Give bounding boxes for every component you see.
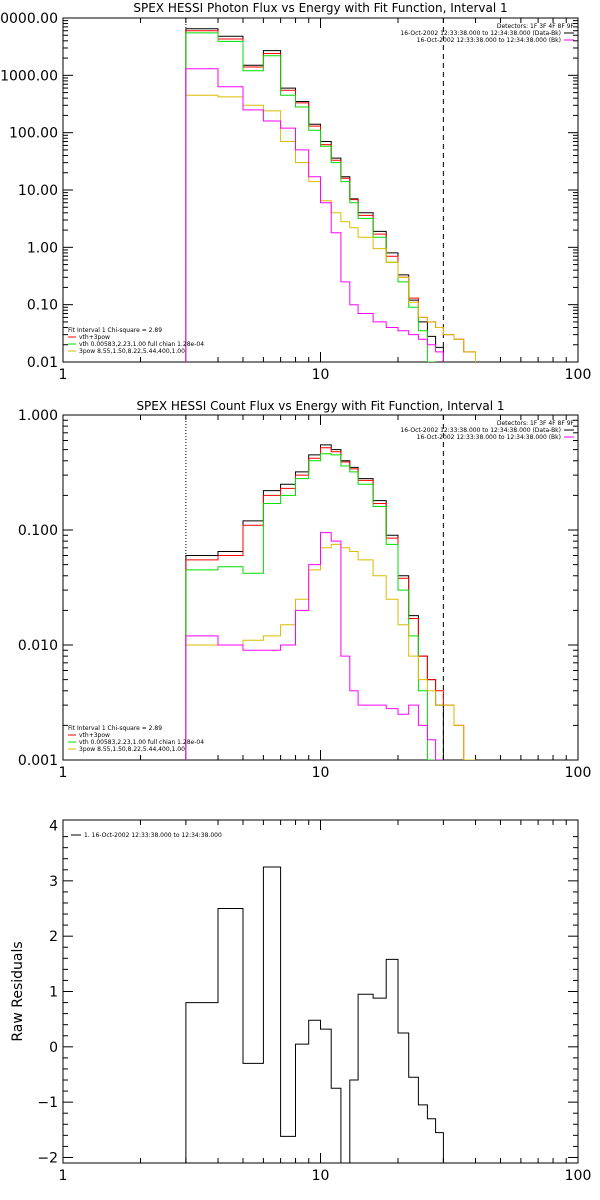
chart-panel-1: SPEX HESSI Photon Flux vs Energy with Fi… <box>0 1 591 383</box>
x-tick-label: 10 <box>312 765 330 781</box>
chart-panel-2: SPEX HESSI Count Flux vs Energy with Fit… <box>18 399 591 781</box>
y-tick-label: 0.10 <box>27 298 58 314</box>
series-line-5 <box>185 68 444 362</box>
series-line-4 <box>185 94 476 362</box>
legend-entry: vth 0.00583,2.23,1.00 full chian 1.28e-0… <box>79 341 204 348</box>
y-tick-label: 0.001 <box>18 753 58 769</box>
legend-entry: 16-Oct-2002 12:33:38.000 to 12:34:38.000… <box>417 37 561 44</box>
x-tick-label: 10 <box>312 367 330 383</box>
legend-entry: vth+3pow <box>79 334 110 341</box>
x-tick-label: 1 <box>59 1168 68 1184</box>
x-tick-label: 100 <box>565 765 592 781</box>
y-tick-label: 1.00 <box>27 240 58 256</box>
legend-detectors: Detectors: 1F 3F 4F 8F 9F <box>497 23 575 30</box>
y-tick-label: −1 <box>37 1095 58 1111</box>
chart-title: SPEX HESSI Photon Flux vs Energy with Fi… <box>133 1 507 15</box>
y-tick-label: 0.010 <box>18 638 58 654</box>
plot-frame <box>62 414 579 761</box>
x-tick-label: 100 <box>565 1168 592 1184</box>
legend-entry: 1. 16-Oct-2002 12:33:38.000 to 12:34:38.… <box>84 832 222 839</box>
y-tick-label: 1000.00 <box>0 68 58 84</box>
legend-entry: 16-Oct-2002 12:33:38.000 to 12:34:38.000… <box>400 427 561 434</box>
series-line-4 <box>185 543 476 760</box>
legend-entry: vth+3pow <box>79 732 110 739</box>
series-line-1 <box>185 444 444 760</box>
series-line-1 <box>185 866 444 1163</box>
y-axis-label: Raw Residuals <box>10 941 26 1041</box>
legend-fit-header: Fit Interval 1 Chi-square = 2.89 <box>68 327 162 334</box>
plot-frame <box>62 819 579 1164</box>
chart-title: SPEX HESSI Count Flux vs Energy with Fit… <box>136 399 504 413</box>
x-tick-label: 1 <box>59 367 68 383</box>
legend-entry: 3pow 8.55,1.50,8.22,5.44,400,1.00 <box>79 348 185 355</box>
y-tick-label: 0 <box>49 1040 58 1056</box>
y-tick-label: 2 <box>49 929 58 945</box>
series-line-2 <box>185 447 476 760</box>
legend-entry: 16-Oct-2002 12:33:38.000 to 12:34:38.000… <box>400 30 561 37</box>
legend-fit-header: Fit Interval 1 Chi-square = 2.89 <box>68 725 162 732</box>
y-tick-label: 3 <box>49 874 58 890</box>
y-tick-label: 1.000 <box>18 408 58 424</box>
x-tick-label: 1 <box>59 765 68 781</box>
y-tick-label: 10.00 <box>18 183 58 199</box>
series-line-3 <box>185 32 436 362</box>
chart-panel-3: 1 10 100 −2 −1 0 1 2 3 4 Raw Residuals 1. 16-Oct-20… <box>10 819 591 1184</box>
x-tick-label: 10 <box>312 1168 330 1184</box>
series-line-5 <box>185 532 444 760</box>
series-line-1 <box>185 28 454 362</box>
legend-entry: vth 0.00583,2.23,1.00 full chian 1.28e-0… <box>79 739 204 746</box>
legend-detectors: Detectors: 1F 3F 4F 8F 9F <box>497 420 575 427</box>
y-tick-label: 1 <box>49 985 58 1001</box>
legend-entry: 3pow 8.55,1.50,8.22,5.44,400,1.00 <box>79 746 185 753</box>
legend-entry: 16-Oct-2002 12:33:38.000 to 12:34:38.000… <box>417 434 561 441</box>
series-line-3 <box>185 453 436 760</box>
y-tick-label: 100.00 <box>9 126 58 142</box>
y-tick-label: 4 <box>49 819 58 835</box>
y-tick-label: 10000.00 <box>0 11 58 27</box>
y-tick-label: 0.01 <box>27 355 58 371</box>
y-tick-label: 0.100 <box>18 523 58 539</box>
y-tick-label: −2 <box>37 1150 58 1166</box>
series-line-2 <box>185 30 476 362</box>
x-tick-label: 100 <box>565 367 592 383</box>
